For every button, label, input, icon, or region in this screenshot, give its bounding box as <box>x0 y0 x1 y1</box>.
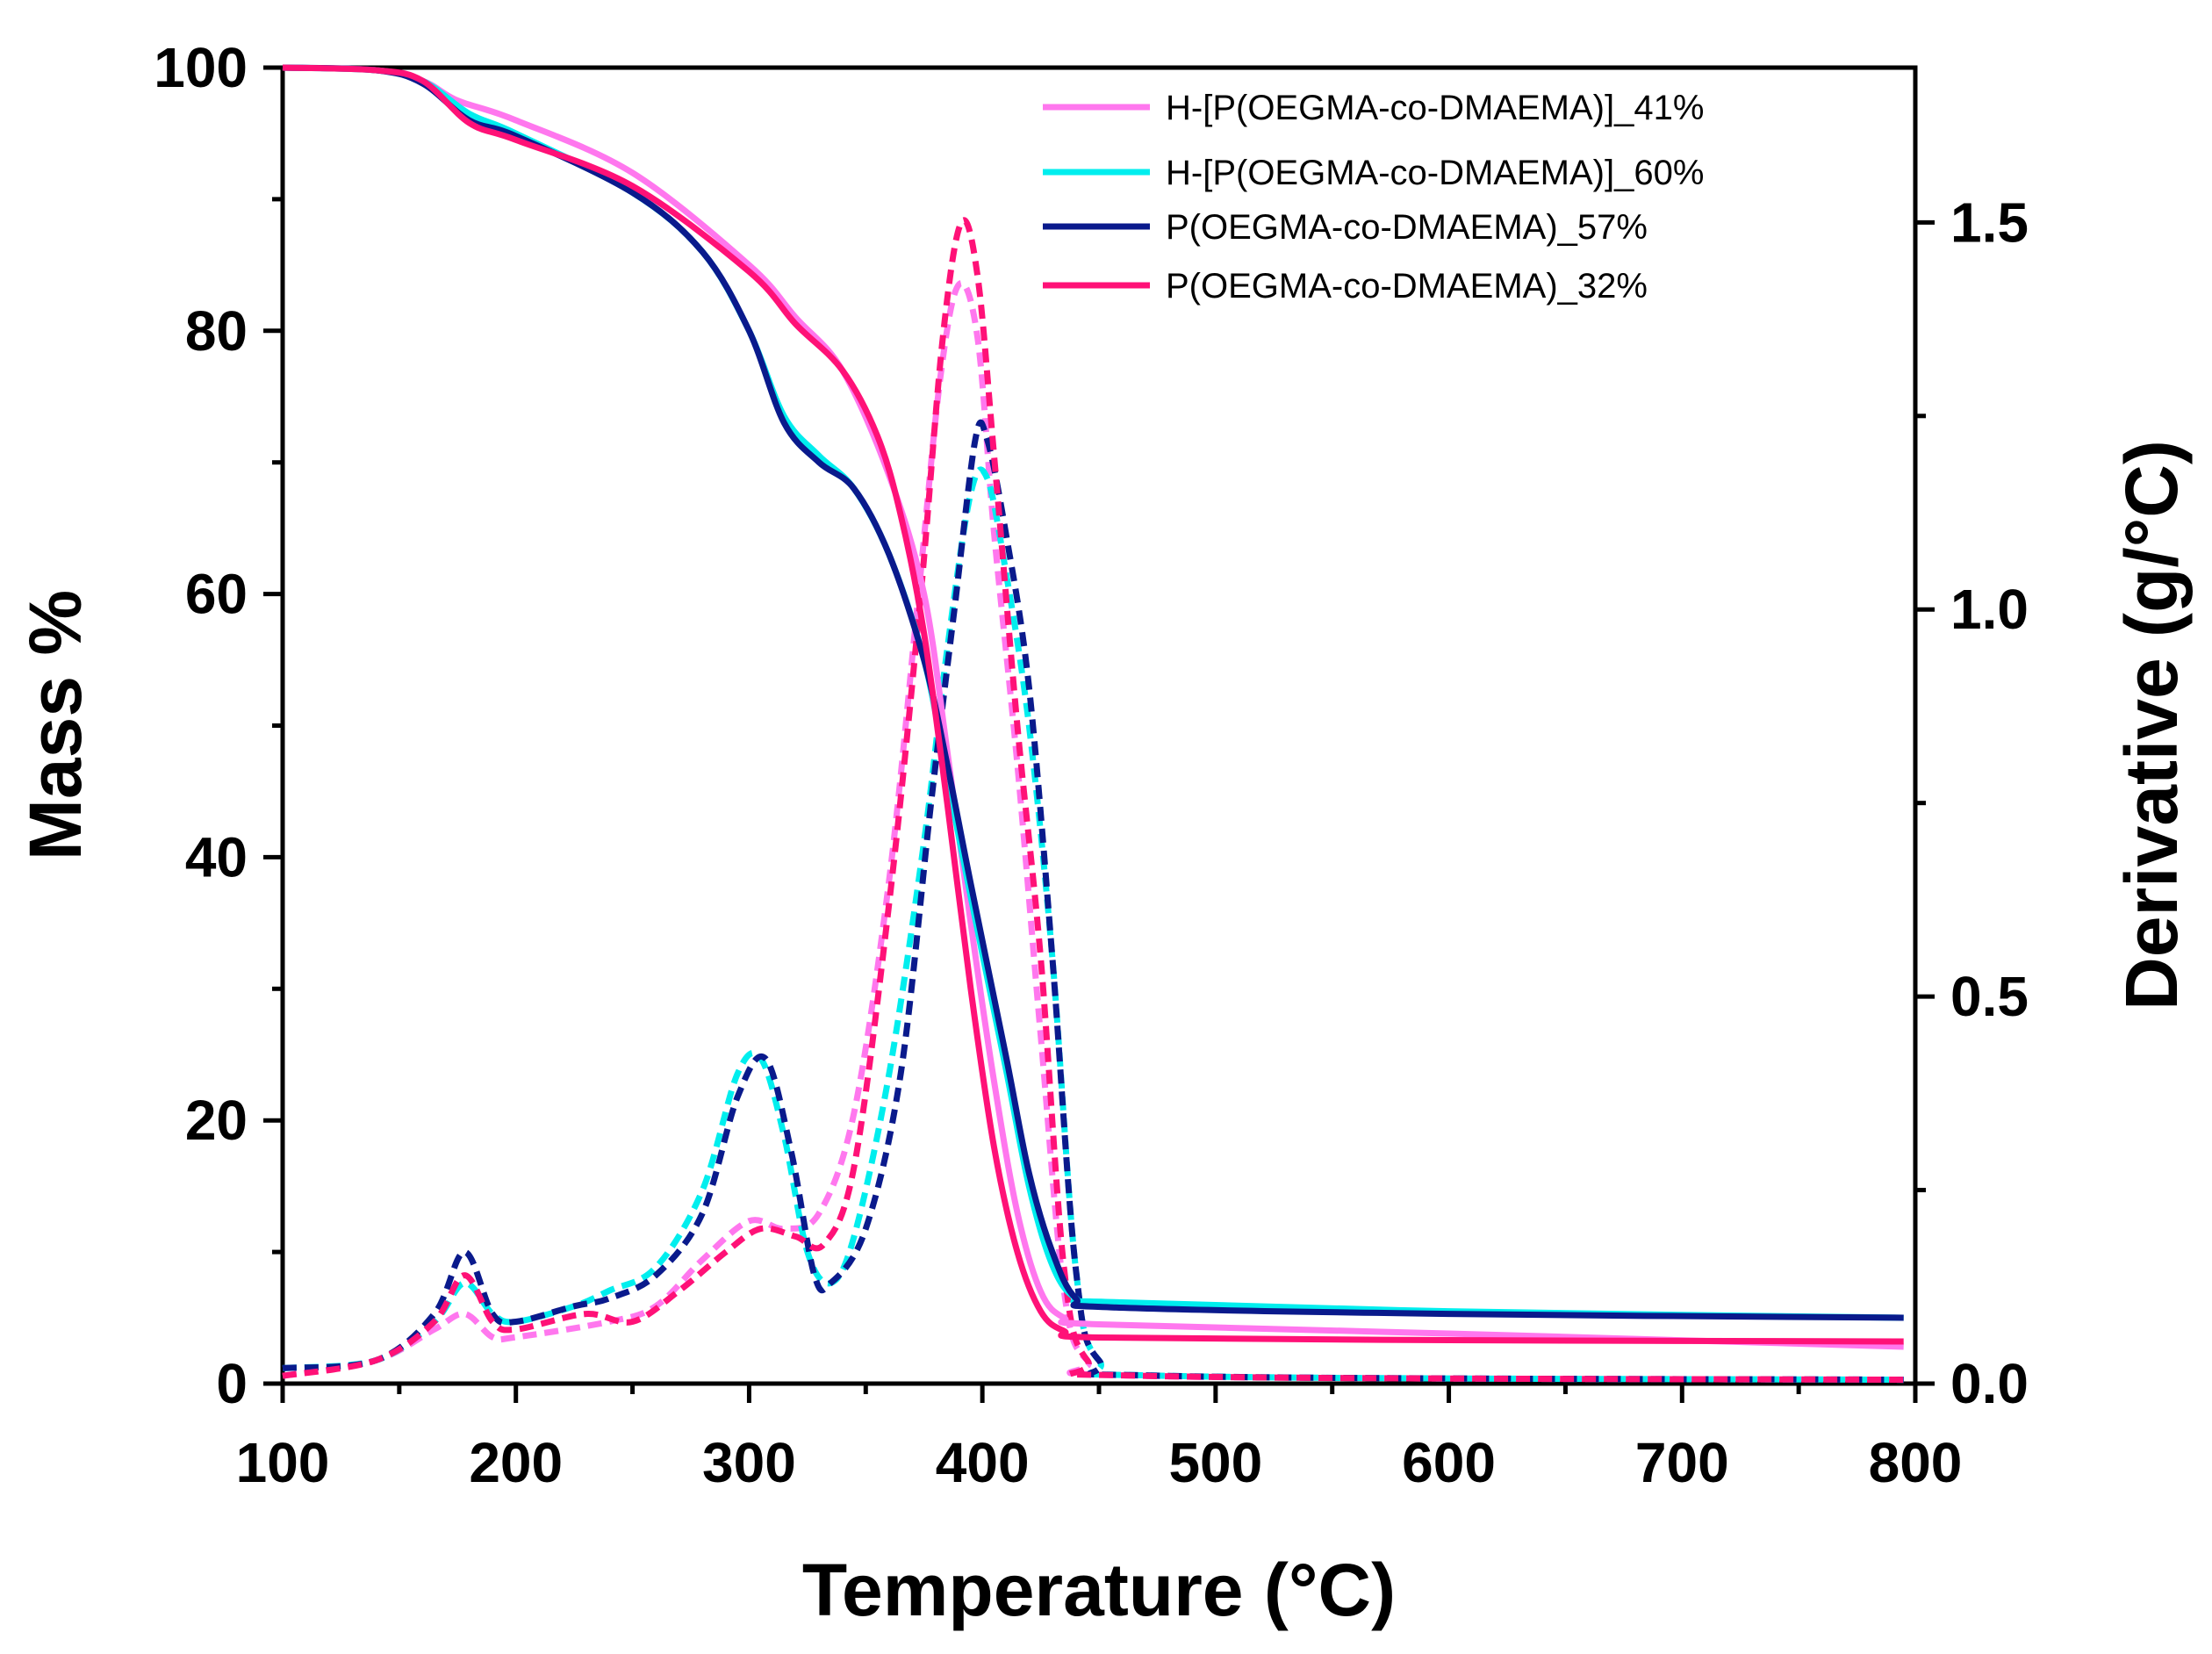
series-curves <box>282 64 1904 1384</box>
mass-curve-series-2 <box>282 64 1904 1321</box>
x-tick-label: 700 <box>1635 1431 1729 1494</box>
derivative-curve-series-1 <box>282 466 1904 1384</box>
x-tick-label: 100 <box>236 1431 330 1494</box>
plot-frame <box>280 65 1918 1386</box>
derivative-curve-series-0 <box>282 280 1904 1384</box>
legend-label: P(OEGMA-co-DMAEMA)_57% <box>1166 208 1648 247</box>
x-tick-label: 300 <box>702 1431 796 1494</box>
x-axis-title: Temperature (°C) <box>802 1549 1396 1631</box>
y-left-tick-label: 40 <box>185 825 248 888</box>
x-tick-label: 500 <box>1168 1431 1262 1494</box>
legend: H-[P(OEGMA-co-DMAEMA)]_41% H-[P(OEGMA-co… <box>1043 89 1704 306</box>
x-tick-labels: 100 200 300 400 500 600 700 800 <box>236 1431 1963 1494</box>
legend-label: H-[P(OEGMA-co-DMAEMA)]_41% <box>1166 89 1704 127</box>
x-tick-label: 400 <box>936 1431 1030 1494</box>
derivative-curve-series-2 <box>282 419 1904 1384</box>
y-left-tick-label: 80 <box>185 299 248 363</box>
mass-curve-series-1 <box>282 64 1904 1321</box>
y-right-tick-label: 0.0 <box>1950 1352 2029 1415</box>
y-right-tick-labels: 0.0 0.5 1.0 1.5 <box>1950 191 2029 1415</box>
y-left-tick-labels: 0 20 40 60 80 100 <box>154 36 248 1415</box>
y-left-tick-label: 100 <box>154 36 248 99</box>
y-left-tick-label: 0 <box>216 1352 248 1415</box>
derivative-curve-series-3 <box>282 217 1904 1384</box>
axis-ticks <box>263 65 1935 1403</box>
y-right-tick-label: 0.5 <box>1950 965 2029 1028</box>
mass-curve-series-3 <box>282 64 1904 1345</box>
x-tick-label: 600 <box>1402 1431 1496 1494</box>
y-left-tick-label: 20 <box>185 1089 248 1152</box>
y-axis-title: Mass % <box>14 590 97 860</box>
legend-label: H-[P(OEGMA-co-DMAEMA)]_60% <box>1166 154 1704 192</box>
mass-curve-series-0 <box>282 64 1904 1350</box>
y-left-tick-label: 60 <box>185 563 248 626</box>
y-right-tick-label: 1.0 <box>1950 578 2029 641</box>
legend-label: P(OEGMA-co-DMAEMA)_32% <box>1166 267 1648 306</box>
y-right-axis-title: Derivative (g/°C) <box>2110 440 2193 1010</box>
x-tick-label: 800 <box>1869 1431 1963 1494</box>
y-right-tick-label: 1.5 <box>1950 191 2029 254</box>
x-tick-label: 200 <box>469 1431 563 1494</box>
